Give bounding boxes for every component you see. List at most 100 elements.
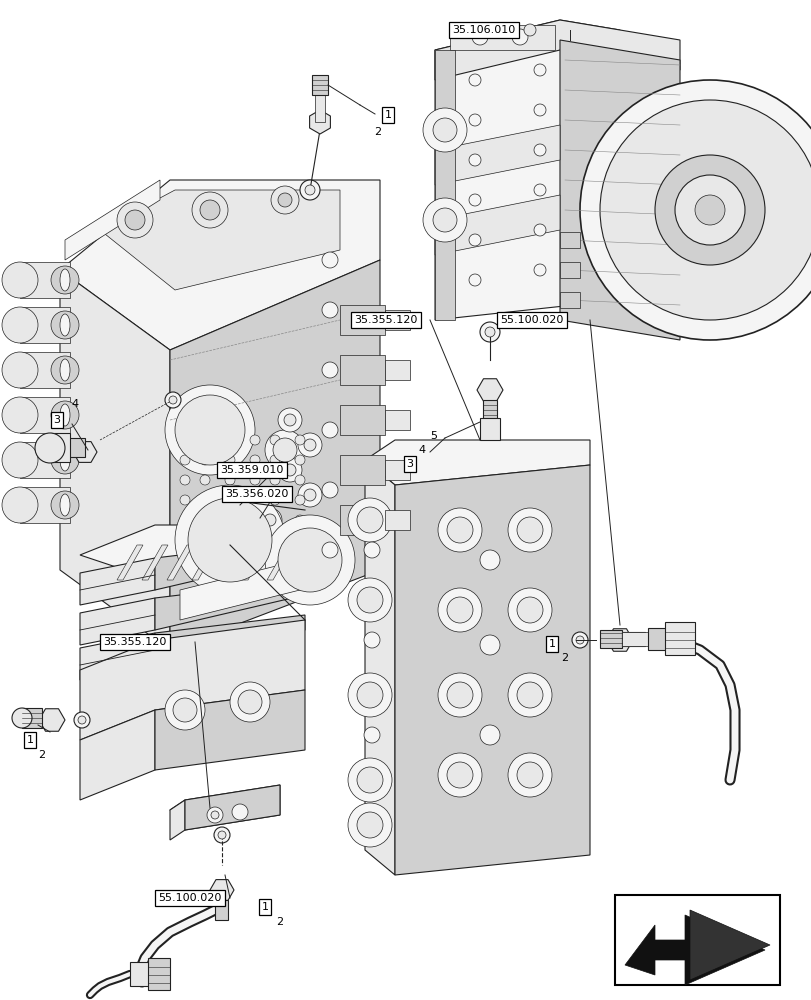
Circle shape xyxy=(322,422,337,438)
Circle shape xyxy=(238,690,262,714)
Circle shape xyxy=(214,514,225,526)
Polygon shape xyxy=(435,20,679,80)
Polygon shape xyxy=(560,262,579,278)
Circle shape xyxy=(534,264,545,276)
Circle shape xyxy=(200,495,210,505)
Polygon shape xyxy=(664,622,694,655)
Circle shape xyxy=(463,24,475,36)
Polygon shape xyxy=(80,598,155,645)
Circle shape xyxy=(423,198,466,242)
Text: 1: 1 xyxy=(261,902,268,912)
Circle shape xyxy=(512,29,527,45)
Polygon shape xyxy=(624,915,764,985)
Circle shape xyxy=(294,455,305,465)
Circle shape xyxy=(180,475,190,485)
Circle shape xyxy=(2,442,38,478)
Circle shape xyxy=(534,64,545,76)
Circle shape xyxy=(2,487,38,523)
Circle shape xyxy=(270,515,280,525)
Circle shape xyxy=(322,362,337,378)
Circle shape xyxy=(523,24,535,36)
Polygon shape xyxy=(689,910,769,980)
Polygon shape xyxy=(80,710,155,800)
Polygon shape xyxy=(217,545,242,580)
Circle shape xyxy=(363,542,380,558)
Circle shape xyxy=(303,489,315,501)
Circle shape xyxy=(208,508,232,532)
Text: 4: 4 xyxy=(71,399,79,409)
Polygon shape xyxy=(185,785,280,830)
Text: 4: 4 xyxy=(418,445,425,455)
Text: 1: 1 xyxy=(27,735,33,745)
Circle shape xyxy=(250,555,260,565)
Circle shape xyxy=(225,495,234,505)
Circle shape xyxy=(534,224,545,236)
Circle shape xyxy=(484,327,495,337)
Polygon shape xyxy=(483,400,496,420)
Circle shape xyxy=(322,482,337,498)
Polygon shape xyxy=(340,305,384,335)
Polygon shape xyxy=(117,545,143,580)
Polygon shape xyxy=(311,75,328,95)
Circle shape xyxy=(579,80,811,340)
Circle shape xyxy=(694,195,724,225)
Circle shape xyxy=(575,636,583,644)
Text: 1: 1 xyxy=(384,110,391,120)
Circle shape xyxy=(232,804,247,820)
Polygon shape xyxy=(394,465,590,875)
Circle shape xyxy=(180,495,190,505)
Circle shape xyxy=(225,435,234,445)
Polygon shape xyxy=(73,442,97,462)
Circle shape xyxy=(225,555,234,565)
Circle shape xyxy=(357,507,383,533)
Circle shape xyxy=(357,812,383,838)
Circle shape xyxy=(277,408,302,432)
Circle shape xyxy=(264,515,354,605)
Circle shape xyxy=(2,397,38,433)
Circle shape xyxy=(51,311,79,339)
Text: 3: 3 xyxy=(54,415,61,425)
Ellipse shape xyxy=(60,269,70,291)
Circle shape xyxy=(294,475,305,485)
Circle shape xyxy=(437,673,482,717)
Polygon shape xyxy=(384,460,410,480)
Circle shape xyxy=(517,762,543,788)
Circle shape xyxy=(571,632,587,648)
Text: 5: 5 xyxy=(430,431,437,441)
Circle shape xyxy=(35,433,65,463)
Circle shape xyxy=(322,542,337,558)
Polygon shape xyxy=(560,292,579,308)
Circle shape xyxy=(270,555,280,565)
Circle shape xyxy=(51,401,79,429)
Circle shape xyxy=(284,464,296,476)
Polygon shape xyxy=(435,125,560,185)
Circle shape xyxy=(446,597,473,623)
Circle shape xyxy=(270,455,280,465)
Bar xyxy=(614,895,779,985)
Circle shape xyxy=(180,435,190,445)
Polygon shape xyxy=(476,379,502,401)
Circle shape xyxy=(200,535,210,545)
Polygon shape xyxy=(435,50,454,320)
Circle shape xyxy=(191,192,228,228)
Polygon shape xyxy=(100,190,340,290)
Polygon shape xyxy=(479,418,500,440)
Circle shape xyxy=(180,455,190,465)
Circle shape xyxy=(271,186,298,214)
Polygon shape xyxy=(60,180,380,350)
Circle shape xyxy=(2,307,38,343)
Circle shape xyxy=(469,194,480,206)
Circle shape xyxy=(437,588,482,632)
Circle shape xyxy=(270,535,280,545)
Circle shape xyxy=(250,515,260,525)
Circle shape xyxy=(493,24,505,36)
Polygon shape xyxy=(242,545,268,580)
Polygon shape xyxy=(169,800,185,840)
Circle shape xyxy=(517,682,543,708)
Polygon shape xyxy=(20,352,70,388)
Polygon shape xyxy=(60,270,169,650)
Circle shape xyxy=(437,753,482,797)
Circle shape xyxy=(277,193,292,207)
Circle shape xyxy=(305,185,315,195)
Circle shape xyxy=(180,555,190,565)
